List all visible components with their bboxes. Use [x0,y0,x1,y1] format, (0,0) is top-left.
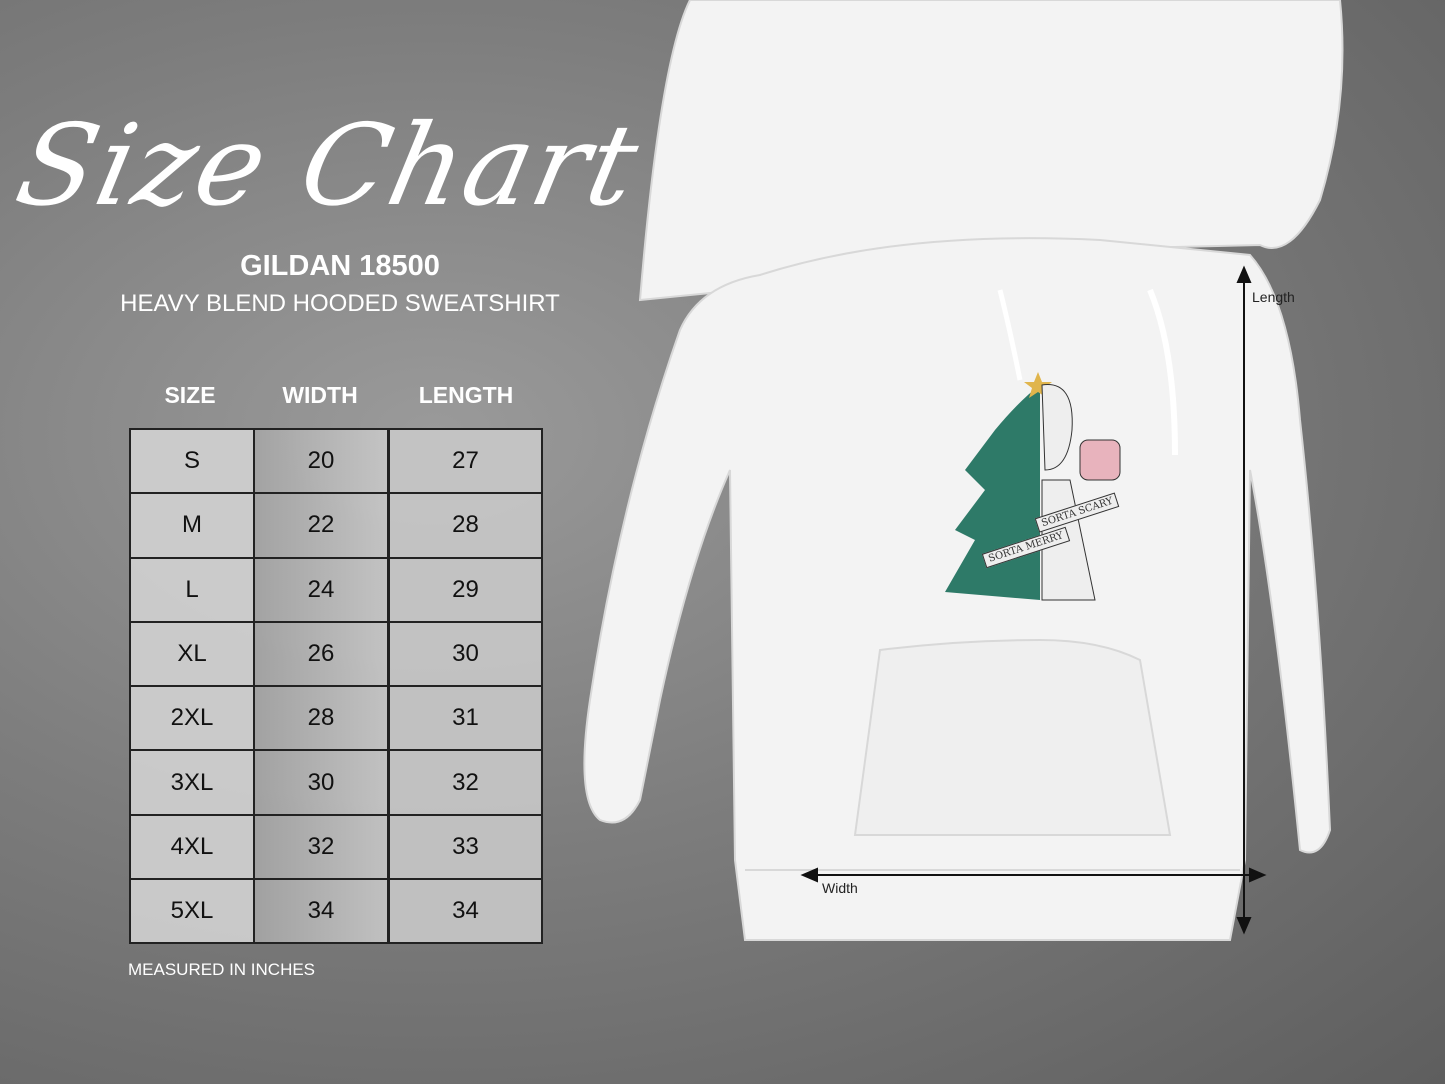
size-cell: S [129,427,255,495]
table-row: M 22 28 [129,492,543,559]
units-note: MEASURED IN INCHES [128,960,316,979]
length-cell: 28 [387,492,543,559]
length-cell: 29 [387,556,543,623]
width-cell: 22 [253,492,390,559]
size-cell: 4XL [129,813,255,881]
drawstring [1147,288,1178,456]
table-row: 2XL 28 31 [129,685,543,752]
length-cell: 32 [387,749,543,816]
width-cell: 24 [253,556,390,623]
header-width: WIDTH [282,382,358,408]
table-row: XL 26 30 [129,620,543,688]
brand-model: GILDAN 18500 [240,250,440,282]
size-cell: 5XL [129,878,255,945]
size-cell: XL [129,620,255,688]
width-cell: 28 [253,685,390,752]
product-subtitle: HEAVY BLEND HOODED SWEATSHIRT [120,290,560,317]
table-row: 4XL 32 33 [129,813,543,881]
size-cell: L [129,556,255,623]
table-row: 3XL 30 32 [129,749,543,816]
width-arrow [800,867,1267,883]
width-label: Width [822,880,858,896]
length-label: Length [1252,289,1295,305]
header-size: SIZE [164,382,216,408]
length-cell: 33 [387,813,543,881]
table-row: S 20 27 [129,427,543,495]
table-row: 5XL 34 34 [129,878,543,945]
size-cell: 2XL [129,685,255,752]
drawstring [997,289,1023,381]
length-arrow [1236,265,1252,935]
length-cell: 27 [387,427,543,495]
width-cell: 30 [253,749,390,816]
header-length: LENGTH [418,382,514,408]
width-cell: 26 [253,620,390,688]
width-cell: 34 [253,878,390,945]
length-cell: 30 [387,620,543,688]
width-cell: 20 [253,427,390,495]
length-cell: 31 [387,685,543,752]
size-cell: M [129,492,255,559]
length-cell: 34 [387,878,543,945]
size-table: S 20 27 M 22 28 L 24 29 XL 26 30 2XL 28 31 3XL 30 32 4XL 32… [129,427,543,945]
hoodie [583,0,1344,941]
size-cell: 3XL [129,749,255,816]
width-cell: 32 [253,813,390,881]
table-row: L 24 29 [129,556,543,623]
